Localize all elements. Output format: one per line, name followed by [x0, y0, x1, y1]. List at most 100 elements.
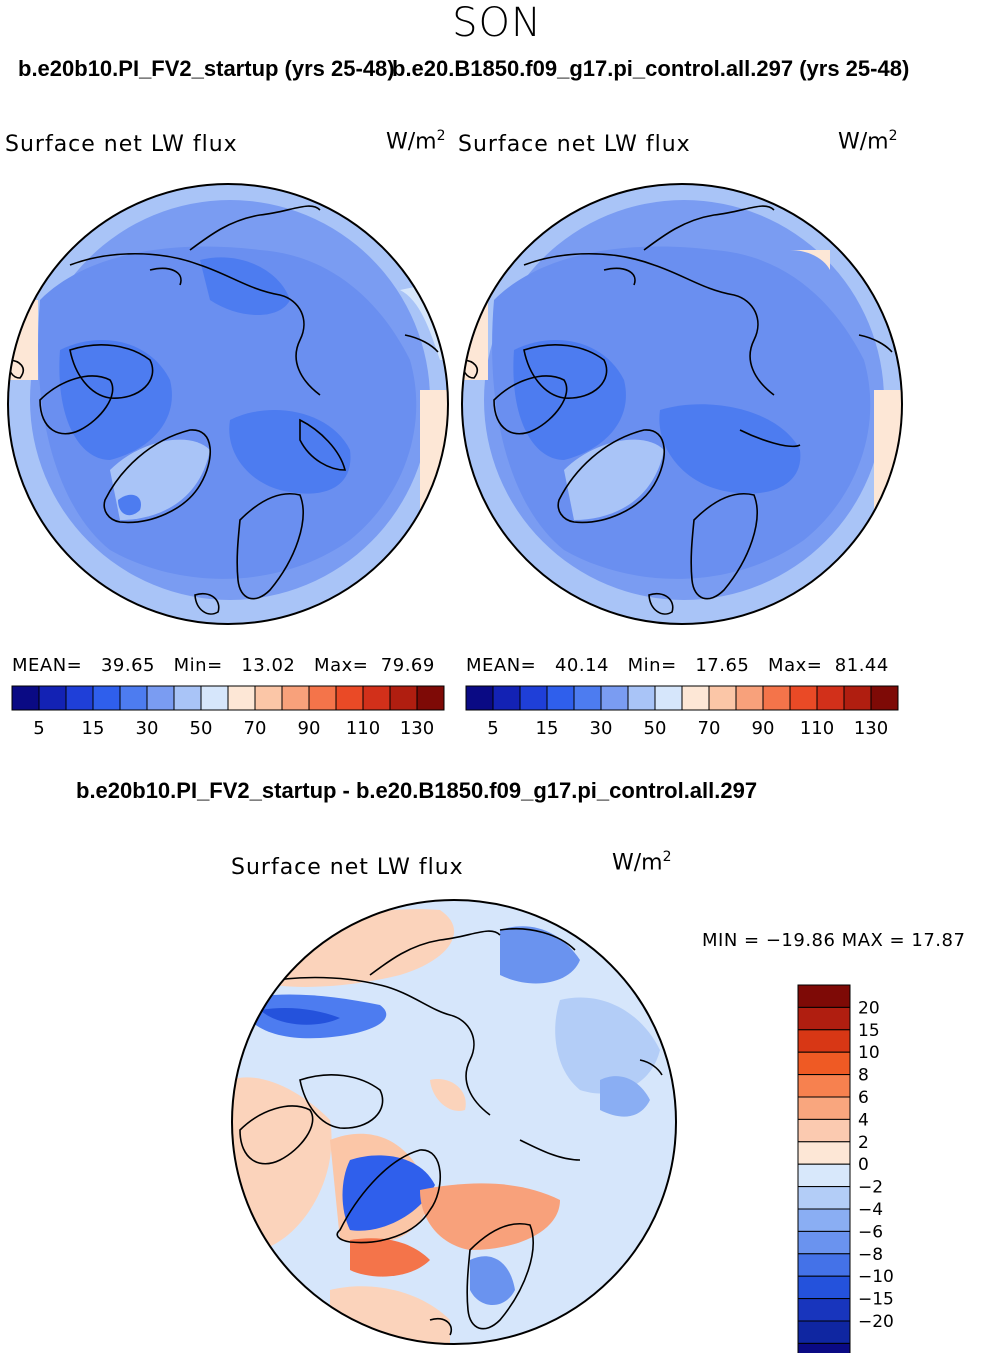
difference-colorbar-swatch — [797, 1163, 851, 1188]
right-colorbar-swatch — [465, 685, 494, 711]
right-colorbar-tick-label: 70 — [698, 718, 721, 739]
difference-colorbar-tick-label: −15 — [858, 1290, 894, 1310]
right-colorbar-swatch — [816, 685, 845, 711]
left-panel-stats: MEAN= 39.65 Min= 13.02 Max= 79.69 — [12, 655, 435, 676]
left-colorbar-swatch — [308, 685, 337, 711]
right-map-border — [461, 183, 903, 625]
difference-colorbar-swatch — [797, 1006, 851, 1031]
left-colorbar-tick-label: 110 — [346, 718, 380, 739]
right-colorbar-swatch — [519, 685, 548, 711]
right-colorbar: 5 15 30 50 70 90 110 130 — [465, 685, 899, 739]
right-colorbar-swatch — [681, 685, 710, 711]
difference-colorbar-swatch — [797, 1186, 851, 1210]
difference-colorbar-swatch — [797, 1208, 851, 1232]
right-colorbar-swatch — [843, 685, 872, 711]
right-colorbar-swatch — [546, 685, 575, 711]
difference-colorbar-swatch — [797, 1029, 851, 1053]
difference-colorbar-tick-label: −8 — [858, 1245, 883, 1265]
difference-colorbar-tick-label: 0 — [858, 1155, 869, 1175]
difference-colorbar-tick-label: 15 — [858, 1021, 880, 1041]
difference-colorbar-swatch — [797, 1342, 851, 1353]
left-colorbar: 5 15 30 50 70 90 110 130 — [11, 685, 445, 739]
difference-colorbar-swatch — [797, 1051, 851, 1076]
left-colorbar-swatch — [416, 685, 445, 711]
left-panel-variable-label: Surface net LW flux — [5, 132, 238, 157]
difference-colorbar-swatch — [797, 1074, 851, 1098]
right-panel-stats: MEAN= 40.14 Min= 17.65 Max= 81.44 — [466, 655, 889, 676]
right-colorbar-tick-label: 110 — [800, 718, 834, 739]
difference-colorbar-swatch — [797, 1141, 851, 1165]
left-colorbar-swatch — [362, 685, 391, 711]
left-colorbar-tick-label: 90 — [298, 718, 321, 739]
difference-colorbar-swatch — [797, 1230, 851, 1255]
left-colorbar-swatch — [146, 685, 175, 711]
left-colorbar-tick-label: 5 — [33, 718, 44, 739]
difference-colorbar-swatch — [797, 1253, 851, 1277]
difference-map-border — [231, 899, 677, 1345]
difference-colorbar-swatch — [797, 1275, 851, 1300]
difference-colorbar-tick-label: 8 — [858, 1066, 869, 1086]
right-colorbar-swatch — [789, 685, 818, 711]
right-colorbar-swatch — [654, 685, 683, 711]
right-colorbar-tick-label: 15 — [536, 718, 559, 739]
right-panel-units: W/m2 — [838, 128, 898, 155]
left-colorbar-swatch — [11, 685, 40, 711]
difference-colorbar-swatch — [797, 984, 851, 1008]
left-colorbar-tick-label: 15 — [82, 718, 105, 739]
left-colorbar-swatch — [200, 685, 229, 711]
difference-colorbar-tick-label: 2 — [858, 1133, 869, 1153]
season-title: SON — [452, 0, 542, 46]
right-colorbar-tick-label: 90 — [752, 718, 775, 739]
difference-panel-variable-label: Surface net LW flux — [231, 855, 464, 880]
left-colorbar-swatch — [119, 685, 148, 711]
right-colorbar-swatch — [600, 685, 629, 711]
difference-colorbar-tick-label: 10 — [858, 1043, 880, 1063]
difference-case-title: b.e20b10.PI_FV2_startup - b.e20.B1850.f0… — [76, 778, 758, 803]
difference-colorbar-swatch — [797, 1298, 851, 1322]
left-colorbar-tick-label: 130 — [400, 718, 434, 739]
right-panel-variable-label: Surface net LW flux — [458, 132, 691, 157]
right-colorbar-swatch — [492, 685, 521, 711]
difference-colorbar-swatch — [797, 1096, 851, 1120]
left-colorbar-tick-label: 30 — [136, 718, 159, 739]
difference-colorbar-tick-label: −2 — [858, 1178, 883, 1198]
left-panel-units: W/m2 — [386, 128, 446, 155]
left-colorbar-swatch — [254, 685, 283, 711]
difference-colorbar-swatch — [797, 1118, 851, 1143]
right-colorbar-tick-label: 50 — [644, 718, 667, 739]
difference-panel-units: W/m2 — [612, 849, 672, 876]
left-colorbar-tick-label: 70 — [244, 718, 267, 739]
left-colorbar-swatch — [227, 685, 256, 711]
difference-colorbar-swatch — [797, 1320, 851, 1344]
right-colorbar-tick-label: 30 — [590, 718, 613, 739]
difference-colorbar-tick-label: −4 — [858, 1200, 883, 1220]
difference-colorbar-tick-label: −10 — [858, 1267, 894, 1287]
right-polar-map — [462, 184, 902, 624]
difference-colorbar-tick-label: 20 — [858, 998, 880, 1018]
left-colorbar-swatch — [92, 685, 121, 711]
left-polar-map — [8, 184, 448, 624]
right-colorbar-swatch — [573, 685, 602, 711]
difference-polar-map — [232, 900, 676, 1344]
right-colorbar-tick-label: 5 — [487, 718, 498, 739]
right-colorbar-swatch — [735, 685, 764, 711]
left-colorbar-swatch — [173, 685, 202, 711]
right-colorbar-swatch — [762, 685, 791, 711]
left-colorbar-swatch — [335, 685, 364, 711]
right-colorbar-tick-label: 130 — [854, 718, 888, 739]
difference-colorbar-tick-label: 4 — [858, 1110, 869, 1130]
right-case-title: b.e20.B1850.f09_g17.pi_control.all.297 (… — [392, 56, 910, 81]
right-colorbar-swatch — [708, 685, 737, 711]
left-colorbar-swatch — [389, 685, 418, 711]
right-colorbar-swatch — [627, 685, 656, 711]
right-colorbar-swatch — [870, 685, 899, 711]
left-colorbar-swatch — [65, 685, 94, 711]
left-case-title: b.e20b10.PI_FV2_startup (yrs 25-48) — [18, 56, 395, 81]
difference-colorbar-tick-label: −20 — [858, 1312, 894, 1332]
left-colorbar-swatch — [38, 685, 67, 711]
difference-stats: MIN = −19.86 MAX = 17.87 — [702, 930, 966, 951]
left-map-border — [7, 183, 449, 625]
left-colorbar-tick-label: 50 — [190, 718, 213, 739]
